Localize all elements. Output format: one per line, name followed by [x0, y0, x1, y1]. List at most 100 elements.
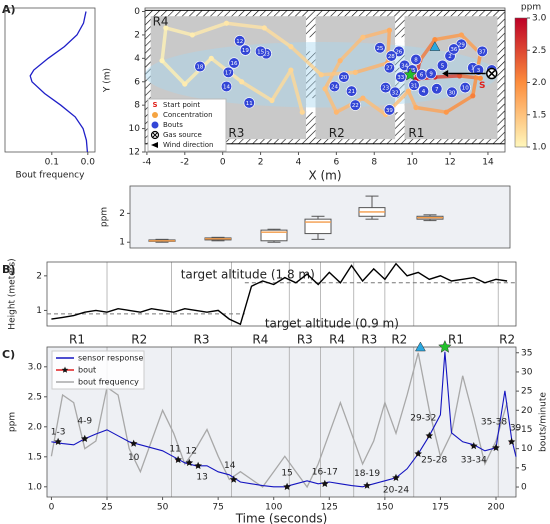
x-tick-label: 25	[101, 503, 112, 513]
x-tick-label: 8	[371, 158, 377, 168]
room-label: R2	[329, 126, 345, 140]
bout-number: 13	[263, 52, 270, 58]
plot-background	[130, 186, 510, 248]
concentration-point	[159, 58, 165, 64]
bout-marker	[222, 66, 234, 78]
trajectory-segment	[319, 70, 358, 77]
target-label: target altitude (0.9 m)	[265, 316, 399, 330]
concentration-point	[443, 109, 449, 115]
bout-number: 10	[462, 86, 469, 92]
x-tick-label: 0	[220, 158, 226, 168]
bout-number: 36	[450, 47, 457, 53]
y-tick-label: 30	[521, 367, 533, 377]
bout-star	[81, 434, 89, 442]
trajectory-segment	[334, 96, 365, 114]
x-tick-label: -4	[142, 158, 151, 168]
room-label: R4	[153, 15, 169, 29]
box-body	[304, 218, 332, 235]
bout-label: 15	[281, 468, 292, 478]
height-line	[51, 262, 508, 326]
trajectory-segment	[417, 37, 437, 63]
bout-label: 4-9	[77, 416, 92, 426]
bout-label: 13	[196, 472, 207, 482]
legend-label: Concentration	[163, 111, 213, 119]
bout-number: 14	[223, 84, 230, 90]
region-label: R3	[193, 333, 209, 347]
bout-number: 35	[409, 68, 416, 74]
y-tick-label: 10	[521, 444, 533, 454]
legend-symbol	[151, 142, 158, 148]
trajectory-segment	[414, 105, 449, 114]
bout-number: 17	[225, 70, 232, 76]
y-axis-label: Height (meters)	[8, 258, 18, 329]
y-tick-label: 5	[521, 463, 527, 473]
bout-number: 6	[420, 73, 424, 79]
bout-star	[392, 473, 400, 481]
concentration-point	[261, 25, 267, 31]
y-tick-label: 25	[521, 387, 532, 397]
y-tick-label: 15	[521, 425, 532, 435]
bout-number: 15	[257, 49, 264, 55]
bout-star	[185, 458, 194, 466]
x-tick-label: 50	[157, 503, 169, 513]
bout-number: 28	[388, 54, 395, 60]
bout-number: 24	[331, 84, 338, 90]
x-tick-label: 200	[487, 503, 504, 513]
star-marker	[403, 67, 418, 81]
bout-number: 12	[236, 39, 243, 45]
plot-frame	[46, 346, 517, 498]
bout-label: 33-34	[461, 456, 487, 466]
door	[395, 37, 405, 52]
map-frame	[144, 7, 506, 153]
bout-number: 34	[401, 63, 408, 69]
colorbar-tick-label: 1.0	[532, 143, 547, 153]
door	[306, 37, 316, 52]
region-label: R1	[448, 333, 464, 347]
bout-number: 20	[340, 75, 347, 81]
bout-number: 33	[397, 75, 404, 81]
x-tick-label: 14	[482, 158, 494, 168]
y-tick-label: 35	[521, 348, 532, 358]
y-axis-label: ppm	[100, 207, 110, 227]
y-tick-label: 3.0	[28, 362, 43, 372]
y-tick-label: 1.0	[28, 482, 43, 492]
trajectory-segment	[406, 89, 418, 110]
trajectory-segment	[224, 21, 267, 30]
bout-number: 32	[392, 90, 399, 96]
bout-marker	[476, 45, 488, 57]
bout-marker	[431, 83, 443, 95]
bout-marker	[448, 43, 460, 55]
bout-marker	[410, 53, 422, 66]
legend-label: bout frequency	[78, 378, 139, 387]
concentration-point	[477, 75, 483, 81]
y-tick-label: 1	[119, 238, 125, 248]
bout-star	[507, 437, 516, 445]
trajectory-segment	[289, 44, 323, 77]
bout-number: 4	[422, 89, 426, 95]
legend-label: sensor response	[78, 354, 143, 363]
bout-label: 29-32	[410, 413, 436, 423]
bout-number: 3	[477, 68, 481, 74]
bout-marker	[436, 59, 449, 71]
wind-arrow-head	[442, 70, 449, 78]
concentration-point	[337, 58, 343, 64]
concentration-point	[189, 32, 195, 38]
y-tick-label: 2	[119, 209, 125, 219]
bout-marker	[239, 44, 252, 56]
bout-label: 39	[510, 423, 522, 433]
bout-star	[321, 479, 329, 487]
plot-background	[47, 262, 516, 326]
region-label: R2	[391, 333, 407, 347]
y-tick-label: 4	[134, 54, 140, 64]
x-tick-label: 0.1	[45, 158, 59, 168]
x-tick-label: -2	[180, 158, 189, 168]
concentration-point	[182, 81, 188, 87]
legend-label: Wind direction	[163, 141, 214, 149]
source-triangle-marker	[414, 341, 426, 352]
bout-number: 26	[395, 49, 402, 55]
bout-star	[129, 439, 138, 447]
region-label: R4	[252, 333, 268, 347]
target-label: target altitude (1.8 m)	[181, 267, 315, 281]
trajectory-segment	[444, 94, 475, 114]
